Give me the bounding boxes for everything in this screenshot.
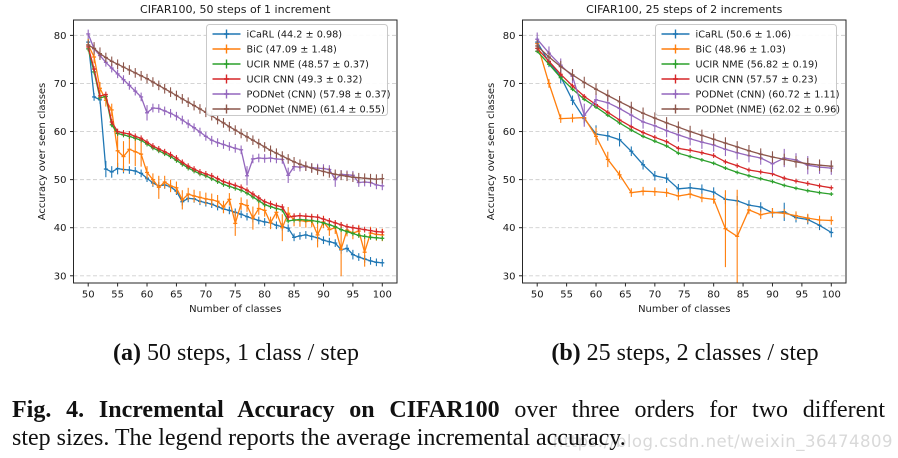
svg-text:80: 80 [258, 290, 271, 301]
svg-text:100: 100 [822, 290, 841, 301]
svg-text:60: 60 [503, 127, 516, 138]
svg-text:70: 70 [648, 290, 661, 301]
svg-text:60: 60 [590, 290, 603, 301]
caption-bold-text: Fig. 4. Incremental Accuracy on CIFAR100 [12, 397, 500, 423]
svg-text:50: 50 [531, 290, 544, 301]
subcaption-a-label: (a) [113, 340, 141, 366]
svg-text:30: 30 [503, 271, 516, 282]
svg-text:70: 70 [199, 290, 212, 301]
series-ucir [86, 44, 385, 235]
caption-line1-rest: over three orders for two different [499, 397, 885, 423]
svg-text:PODNet (CNN) (60.72 ± 1.11): PODNet (CNN) (60.72 ± 1.11) [696, 90, 840, 101]
svg-text:95: 95 [796, 290, 809, 301]
svg-text:55: 55 [111, 290, 124, 301]
subcaption-a-text: 50 steps, 1 class / step [141, 340, 359, 366]
svg-text:80: 80 [54, 31, 67, 42]
svg-text:70: 70 [503, 79, 516, 90]
svg-text:90: 90 [317, 290, 330, 301]
svg-text:60: 60 [54, 127, 67, 138]
svg-text:BiC (48.96 ± 1.03): BiC (48.96 ± 1.03) [696, 45, 786, 56]
svg-text:70: 70 [54, 79, 67, 90]
svg-text:Number of classes: Number of classes [189, 304, 281, 315]
chart-a: 50 55 60 65 70 75 80 85 90 95 100 30 40 50 60 70 80 Numbe… [37, 3, 398, 315]
svg-text:PODNet (CNN) (57.98 ± 0.37): PODNet (CNN) (57.98 ± 0.37) [247, 90, 391, 101]
caption-line-2: step sizes. The legend reports the avera… [12, 424, 626, 451]
svg-text:100: 100 [373, 290, 392, 301]
svg-text:80: 80 [707, 290, 720, 301]
svg-text:95: 95 [347, 290, 360, 301]
svg-text:50: 50 [82, 290, 95, 301]
series-ucir [535, 45, 834, 191]
svg-text:Accuracy over seen classes: Accuracy over seen classes [37, 83, 48, 221]
svg-text:40: 40 [54, 223, 67, 234]
svg-text:60: 60 [141, 290, 154, 301]
figure-caption: Fig. 4. Incremental Accuracy on CIFAR100… [12, 397, 885, 452]
subcaption-a: (a) 50 steps, 1 class / step [113, 340, 359, 367]
svg-text:30: 30 [54, 271, 67, 282]
subcaption-b-text: 25 steps, 2 classes / step [580, 340, 819, 366]
svg-text:90: 90 [766, 290, 779, 301]
watermark-url: https://blog.csdn.net/weixin_36474809 [552, 432, 893, 451]
svg-text:85: 85 [737, 290, 750, 301]
svg-text:PODNet (NME) (61.4 ± 0.55): PODNet (NME) (61.4 ± 0.55) [247, 105, 385, 116]
svg-text:iCaRL (44.2 ± 0.98): iCaRL (44.2 ± 0.98) [247, 30, 343, 41]
svg-text:Accuracy over seen classes: Accuracy over seen classes [486, 83, 497, 221]
svg-text:55: 55 [560, 290, 573, 301]
svg-text:CIFAR100, 25 steps of 2 increm: CIFAR100, 25 steps of 2 increments [586, 3, 782, 16]
svg-text:80: 80 [503, 31, 516, 42]
subcaption-b: (b) 25 steps, 2 classes / step [551, 340, 818, 367]
svg-text:CIFAR100, 50 steps of 1 increm: CIFAR100, 50 steps of 1 increment [140, 3, 331, 16]
series-podnet [535, 40, 834, 172]
svg-text:50: 50 [503, 175, 516, 186]
svg-text:UCIR NME (56.82 ± 0.19): UCIR NME (56.82 ± 0.19) [696, 60, 818, 71]
svg-text:BiC (47.09 ± 1.48): BiC (47.09 ± 1.48) [247, 45, 337, 56]
svg-text:UCIR NME (48.57 ± 0.37): UCIR NME (48.57 ± 0.37) [247, 60, 369, 71]
series-podnet [86, 40, 385, 184]
svg-text:UCIR CNN (57.57 ± 0.23): UCIR CNN (57.57 ± 0.23) [696, 75, 818, 86]
svg-text:Number of classes: Number of classes [638, 304, 730, 315]
svg-text:50: 50 [54, 175, 67, 186]
svg-text:75: 75 [678, 290, 691, 301]
svg-text:40: 40 [503, 223, 516, 234]
caption-line-1: Fig. 4. Incremental Accuracy on CIFAR100… [12, 397, 885, 425]
svg-text:UCIR CNN (49.3 ± 0.32): UCIR CNN (49.3 ± 0.32) [247, 75, 363, 86]
chart-b: 50 55 60 65 70 75 80 85 90 95 100 30 40 50 60 70 80 Numbe… [486, 3, 847, 315]
svg-text:PODNet (NME) (62.02 ± 0.96): PODNet (NME) (62.02 ± 0.96) [696, 105, 841, 116]
subcaption-b-label: (b) [551, 340, 581, 366]
series-ucir [535, 49, 834, 196]
svg-text:75: 75 [229, 290, 242, 301]
svg-text:iCaRL (50.6 ± 1.06): iCaRL (50.6 ± 1.06) [696, 30, 792, 41]
svg-text:65: 65 [619, 290, 632, 301]
svg-text:85: 85 [288, 290, 301, 301]
svg-text:65: 65 [170, 290, 183, 301]
